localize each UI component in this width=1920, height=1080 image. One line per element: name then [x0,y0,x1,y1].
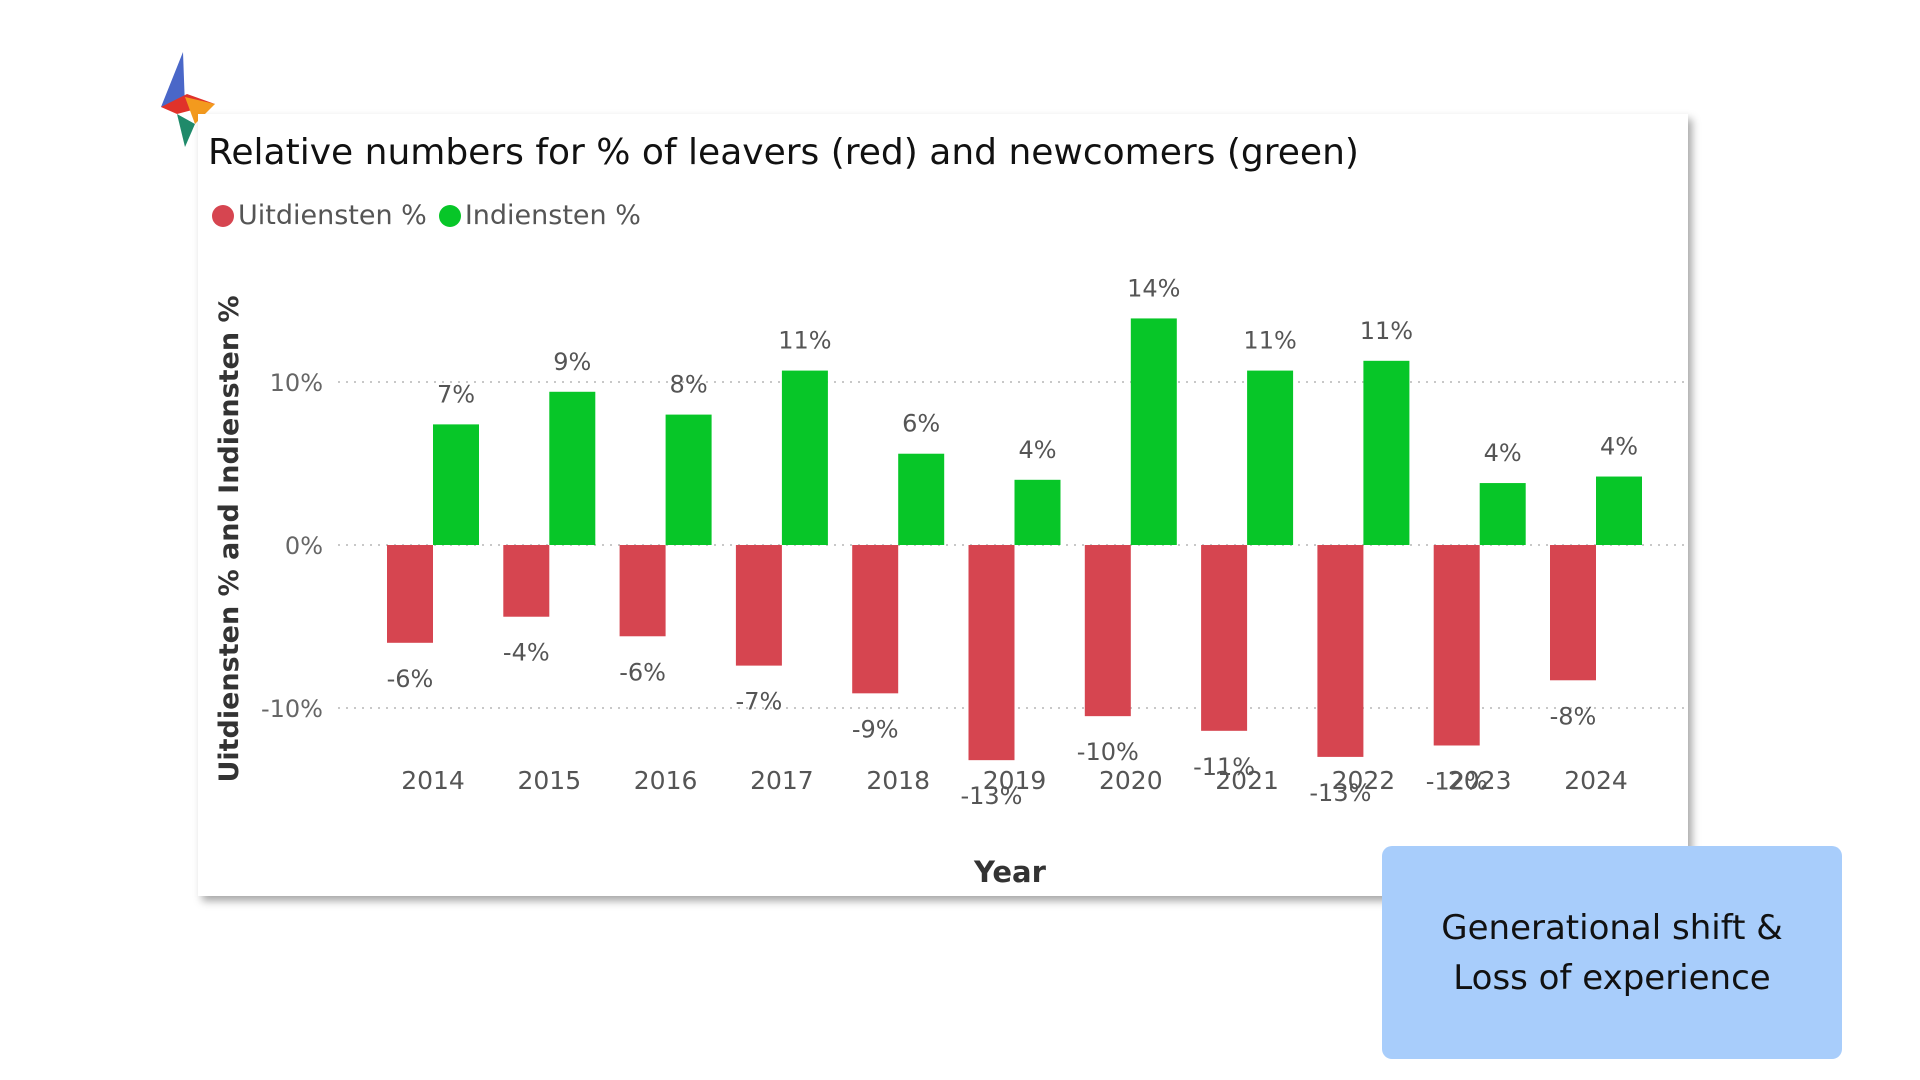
legend-label-leavers: Uitdiensten % [238,200,427,231]
legend-dot-newcomers [438,204,461,227]
x-tick-label-2024: 2024 [1564,766,1628,795]
data-label-leavers-2017: -7% [736,688,783,716]
bar-leavers-2016[interactable] [619,545,666,637]
bar-newcomers-2023[interactable] [1479,483,1526,545]
bar-newcomers-2020[interactable] [1130,318,1177,545]
data-label-newcomers-2017: 11% [778,327,831,355]
callout-line-2: Loss of experience [1453,957,1771,998]
x-tick-label-2023: 2023 [1448,766,1512,795]
legend-item-leavers[interactable]: Uitdiensten % [212,200,427,231]
bar-newcomers-2022[interactable] [1363,360,1410,545]
x-tick-label-2016: 2016 [634,766,698,795]
data-labels: -6% 7% -4% 9% -6% 8% -7% 11% -9% 6% -13% 4% -10% 14% -… [387,274,1638,810]
data-label-newcomers-2018: 6% [902,410,940,438]
bar-newcomers-2018[interactable] [898,453,945,545]
chart-title: Relative numbers for % of leavers (red) … [208,132,1359,173]
bar-leavers-2018[interactable] [852,545,899,694]
bar-newcomers-2017[interactable] [781,370,828,545]
x-tick-label-2020: 2020 [1099,766,1163,795]
data-label-newcomers-2021: 11% [1243,327,1296,355]
bar-leavers-2024[interactable] [1550,545,1596,681]
data-label-leavers-2019: -13% [960,782,1022,810]
y-tick-label: 0% [285,532,323,560]
bar-newcomers-2014[interactable] [433,424,479,545]
chart-card: Relative numbers for % of leavers (red) … [198,114,1688,896]
legend-dot-leavers [212,204,234,227]
x-tick-label-2015: 2015 [517,766,581,795]
x-axis-ticks: 2014 2015 2016 2017 2018 2019 2020 2021 2022 2023… [401,766,1628,795]
bar-leavers-2021[interactable] [1201,545,1248,731]
bar-newcomers-2015[interactable] [549,391,596,545]
x-tick-label-2021: 2021 [1215,766,1279,795]
x-axis-title: Year [973,855,1047,889]
bar-leavers-2015[interactable] [503,545,550,617]
data-label-leavers-2018: -9% [852,715,899,743]
data-label-newcomers-2016: 8% [670,371,708,399]
bar-leavers-2020[interactable] [1084,545,1131,717]
bar-leavers-2022[interactable] [1317,545,1364,757]
data-label-leavers-2022: -13% [1309,779,1371,807]
bar-newcomers-2021[interactable] [1247,370,1294,545]
y-axis-title: Uitdiensten % and Indiensten % [214,295,245,782]
data-label-leavers-2015: -4% [503,639,550,667]
data-label-newcomers-2024: 4% [1600,433,1638,461]
bar-leavers-2023[interactable] [1433,545,1480,746]
y-tick-label: 10% [270,369,323,397]
data-label-newcomers-2023: 4% [1484,439,1522,467]
bar-newcomers-2016[interactable] [665,414,712,545]
lightning-logo [161,52,215,147]
bar-leavers-2014[interactable] [387,545,433,643]
x-tick-label-2014: 2014 [401,766,465,795]
data-label-newcomers-2020: 14% [1127,274,1180,302]
bar-chart: -10% 0% 10% -6% 7% -4% 9% -6% 8% -7% 11% -9% 6% -13%… [214,274,1688,889]
y-tick-label: -10% [261,695,323,723]
legend-item-newcomers[interactable]: Indiensten % [438,200,641,231]
data-label-newcomers-2022: 11% [1360,317,1413,345]
bar-leavers-2019[interactable] [968,545,1015,761]
data-label-newcomers-2014: 7% [437,380,475,408]
data-label-leavers-2024: -8% [1550,702,1597,730]
data-label-leavers-2021: -11% [1193,753,1255,781]
data-label-leavers-2016: -6% [619,658,666,686]
x-tick-label-2017: 2017 [750,766,814,795]
legend-label-newcomers: Indiensten % [464,200,641,231]
x-tick-label-2018: 2018 [866,766,930,795]
y-axis-ticks: -10% 0% 10% [261,369,323,723]
data-label-leavers-2014: -6% [387,665,434,693]
chart-legend: Uitdiensten % Indiensten % [212,200,653,231]
data-label-leavers-2023: -12% [1426,767,1488,795]
bars [387,318,1642,761]
data-label-newcomers-2019: 4% [1018,436,1056,464]
data-label-newcomers-2015: 9% [553,348,591,376]
bar-newcomers-2019[interactable] [1014,479,1061,545]
data-label-leavers-2020: -10% [1077,738,1139,766]
x-tick-label-2019: 2019 [983,766,1047,795]
bar-newcomers-2024[interactable] [1596,476,1642,545]
bar-leavers-2017[interactable] [735,545,782,666]
callout-box: Generational shift & Loss of experience [1382,846,1842,1059]
callout-line-1: Generational shift & [1441,907,1783,948]
x-tick-label-2022: 2022 [1332,766,1396,795]
